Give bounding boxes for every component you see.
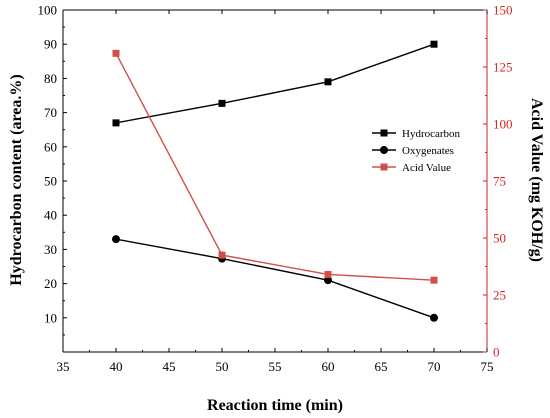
x-tick-label: 60	[322, 359, 335, 374]
data-point-hydrocarbon	[218, 99, 226, 107]
data-point-oxygenates	[324, 276, 332, 285]
data-point-hydrocarbon	[324, 78, 332, 86]
y-left-tick-label: 50	[44, 174, 57, 189]
y-axis-right-title: Acid Value (mg KOH/g)	[528, 98, 545, 262]
data-point-oxygenates	[430, 313, 438, 322]
y-right-tick-label: 0	[493, 345, 500, 360]
data-point-acid-value	[430, 276, 438, 284]
y-left-tick-label: 20	[44, 276, 57, 291]
series-layer	[112, 40, 438, 322]
series-oxygenates	[112, 235, 438, 322]
y-right-tick-label: 75	[493, 174, 506, 189]
y-right-tick-label: 25	[493, 288, 506, 303]
series-line-oxygenates	[115, 238, 435, 319]
legend: Hydrocarbon Oxygenates Acid Value	[372, 128, 461, 174]
data-point-oxygenates	[112, 235, 120, 244]
data-point-hydrocarbon	[430, 40, 438, 48]
legend-marker-acid-value	[380, 163, 388, 171]
x-tick-label: 70	[428, 359, 441, 374]
series-line-hydrocarbon	[115, 43, 435, 124]
y-left-tick-label: 30	[44, 242, 57, 257]
y-left-tick-label: 60	[44, 139, 57, 154]
x-tick-label: 55	[269, 359, 282, 374]
y-right-tick-label: 100	[493, 117, 513, 132]
y-left-tick-label: 70	[44, 105, 57, 120]
series-line-acid-value	[115, 52, 435, 281]
series-hydrocarbon	[112, 40, 438, 127]
legend-marker-hydrocarbon	[380, 129, 388, 137]
y-left-tick-label: 10	[44, 310, 57, 325]
y-right-tick-label: 125	[493, 60, 513, 75]
x-tick-label: 50	[216, 359, 229, 374]
y-left-tick-label: 40	[44, 208, 57, 223]
legend-label-hydrocarbon: Hydrocarbon	[402, 128, 461, 140]
x-tick-label: 40	[110, 359, 123, 374]
x-tick-label: 75	[481, 359, 494, 374]
x-tick-label: 65	[375, 359, 388, 374]
y-axis-left-title: Hydrocarbon content (area.%)	[8, 74, 25, 285]
data-point-hydrocarbon	[112, 119, 120, 127]
legend-label-acid-value: Acid Value	[402, 162, 451, 174]
y-left-tick-label: 100	[38, 3, 58, 18]
y-right-tick-label: 150	[493, 3, 513, 18]
data-point-acid-value	[324, 270, 332, 278]
x-tick-label: 45	[163, 359, 176, 374]
y-left-tick-label: 90	[44, 37, 57, 52]
series-acid-value	[112, 49, 438, 284]
legend-label-oxygenates: Oxygenates	[402, 145, 454, 157]
y-left-tick-label: 80	[44, 71, 57, 86]
axes: 35 40 45 50 55 60 65 70 75 10 20 30 40 50 60 70 80 90 100 0…	[38, 3, 513, 375]
data-point-acid-value	[218, 251, 226, 259]
legend-marker-oxygenates	[380, 146, 388, 154]
x-axis-title: Reaction time (min)	[207, 397, 343, 414]
x-tick-label: 35	[57, 359, 70, 374]
y-right-tick-label: 50	[493, 231, 506, 246]
data-point-acid-value	[112, 49, 120, 57]
